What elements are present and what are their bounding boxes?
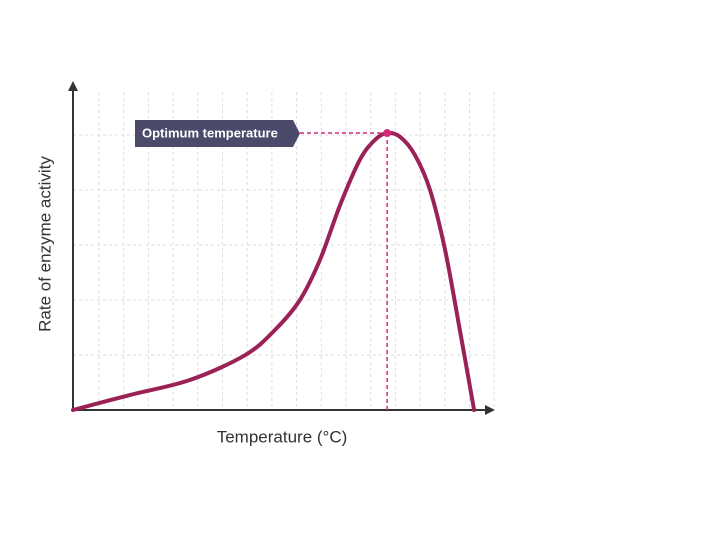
y-axis-arrow <box>68 81 78 91</box>
peak-point <box>383 129 392 138</box>
data-line <box>71 130 477 412</box>
x-axis-arrow <box>485 405 495 415</box>
x-axis-label: Temperature (°C) <box>217 427 348 446</box>
annotation-label: Optimum temperature <box>142 125 278 140</box>
plot <box>71 129 477 412</box>
y-axis-label: Rate of enzyme activity <box>35 156 54 332</box>
annotation-box <box>135 120 300 147</box>
grid <box>73 92 495 410</box>
